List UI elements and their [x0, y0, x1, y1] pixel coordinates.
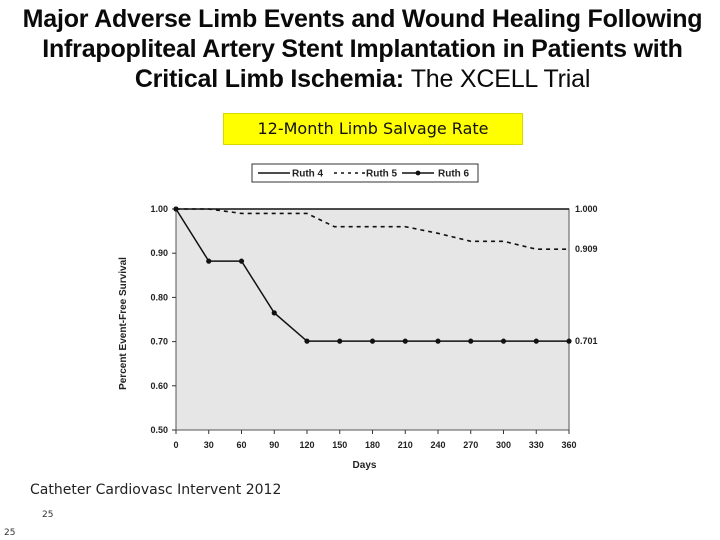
limb-salvage-banner: 12-Month Limb Salvage Rate [223, 113, 523, 145]
data-point [337, 338, 343, 344]
y-axis-title: Percent Event-Free Survival [118, 257, 129, 390]
legend-label: Ruth 5 [366, 169, 398, 180]
x-tick-label: 120 [299, 440, 314, 450]
data-point [402, 338, 408, 344]
legend-marker [415, 170, 421, 176]
data-point [468, 338, 474, 344]
data-point [304, 338, 310, 344]
legend-label: Ruth 4 [292, 169, 324, 180]
legend-label: Ruth 6 [438, 169, 470, 180]
x-tick-label: 30 [204, 440, 214, 450]
series-line-ruth-5 [176, 208, 569, 251]
x-tick-label: 330 [529, 440, 544, 450]
data-point [369, 338, 376, 344]
data-point [566, 338, 572, 344]
data-point [435, 338, 441, 344]
y-tick-label: 0.60 [150, 381, 168, 391]
data-point [271, 310, 277, 316]
slide-number-corner: 25 [4, 528, 16, 538]
x-tick-label: 240 [430, 440, 445, 450]
x-tick-label: 360 [561, 440, 576, 450]
slide-title-light: The XCELL Trial [410, 65, 591, 93]
x-tick-label: 300 [496, 440, 511, 450]
x-tick-label: 0 [173, 440, 178, 450]
x-tick-label: 60 [236, 440, 246, 450]
data-point [173, 206, 179, 212]
x-axis-title: Days [353, 460, 377, 471]
y-tick-label: 1.00 [150, 204, 168, 214]
y-tick-label: 0.70 [150, 337, 168, 347]
x-tick-label: 210 [398, 440, 413, 450]
y-tick-label: 0.80 [150, 292, 168, 302]
plot-area [175, 208, 570, 431]
slide-title: Major Adverse Limb Events and Wound Heal… [10, 4, 715, 94]
x-tick-label: 150 [332, 440, 347, 450]
slide-title-bold: Major Adverse Limb Events and Wound Heal… [22, 5, 703, 93]
y-tick-label: 0.90 [150, 248, 168, 258]
end-value-label: 0.909 [575, 244, 598, 254]
data-point [533, 338, 539, 344]
slide-number: 25 [42, 510, 54, 520]
data-point [206, 258, 212, 264]
data-point [500, 338, 507, 344]
x-tick-label: 270 [463, 440, 478, 450]
citation: Catheter Cardiovasc Intervent 2012 [30, 482, 282, 498]
end-value-label: 1.000 [575, 204, 598, 214]
data-point [238, 258, 245, 264]
x-tick-label: 180 [365, 440, 380, 450]
end-value-label: 0.701 [575, 336, 598, 346]
x-tick-label: 90 [269, 440, 279, 450]
y-tick-label: 0.50 [150, 425, 168, 435]
